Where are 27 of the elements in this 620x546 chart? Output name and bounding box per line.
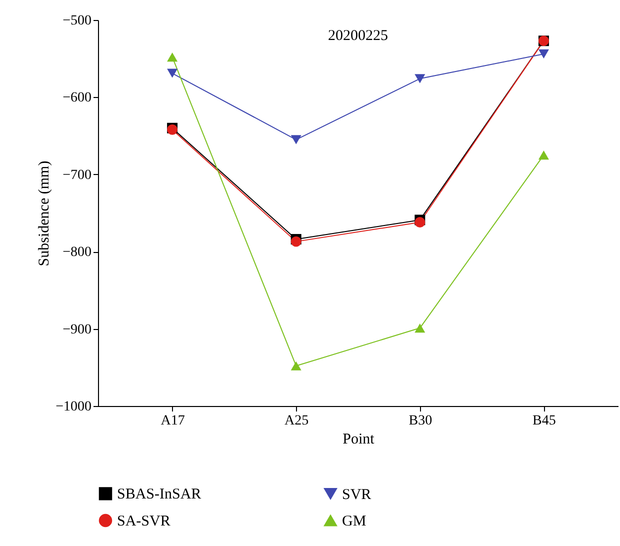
- y-tick-label: −500: [62, 14, 92, 28]
- x-tick-label: A25: [284, 414, 309, 428]
- y-tick-label: −700: [62, 168, 92, 183]
- text: 20200225: [328, 28, 388, 44]
- point: [167, 68, 178, 78]
- point: [290, 361, 302, 370]
- point: [290, 236, 302, 247]
- point: [167, 52, 178, 62]
- x-axis-title: Point: [342, 432, 376, 448]
- legend-label: SA-SVR: [117, 514, 170, 530]
- y-tick-label: −800: [62, 245, 92, 260]
- y-axis-title: Subsidence (mm): [36, 160, 53, 266]
- x-tick-label: B30: [408, 414, 432, 428]
- point: [290, 135, 302, 144]
- point: [414, 74, 426, 84]
- legend-label: GM: [342, 514, 366, 530]
- y-tick-label: −1000: [56, 400, 92, 414]
- x-tick-label: B45: [532, 414, 556, 428]
- legend-label: SVR: [342, 486, 372, 503]
- x-tick-label: A17: [160, 414, 185, 428]
- point: [538, 150, 549, 160]
- legend-label: SBAS-InSAR: [117, 486, 202, 503]
- point: [414, 217, 426, 228]
- point: [538, 49, 549, 59]
- y-tick-label: −900: [62, 322, 92, 338]
- y-tick-label: −600: [62, 90, 92, 106]
- point: [414, 323, 426, 333]
